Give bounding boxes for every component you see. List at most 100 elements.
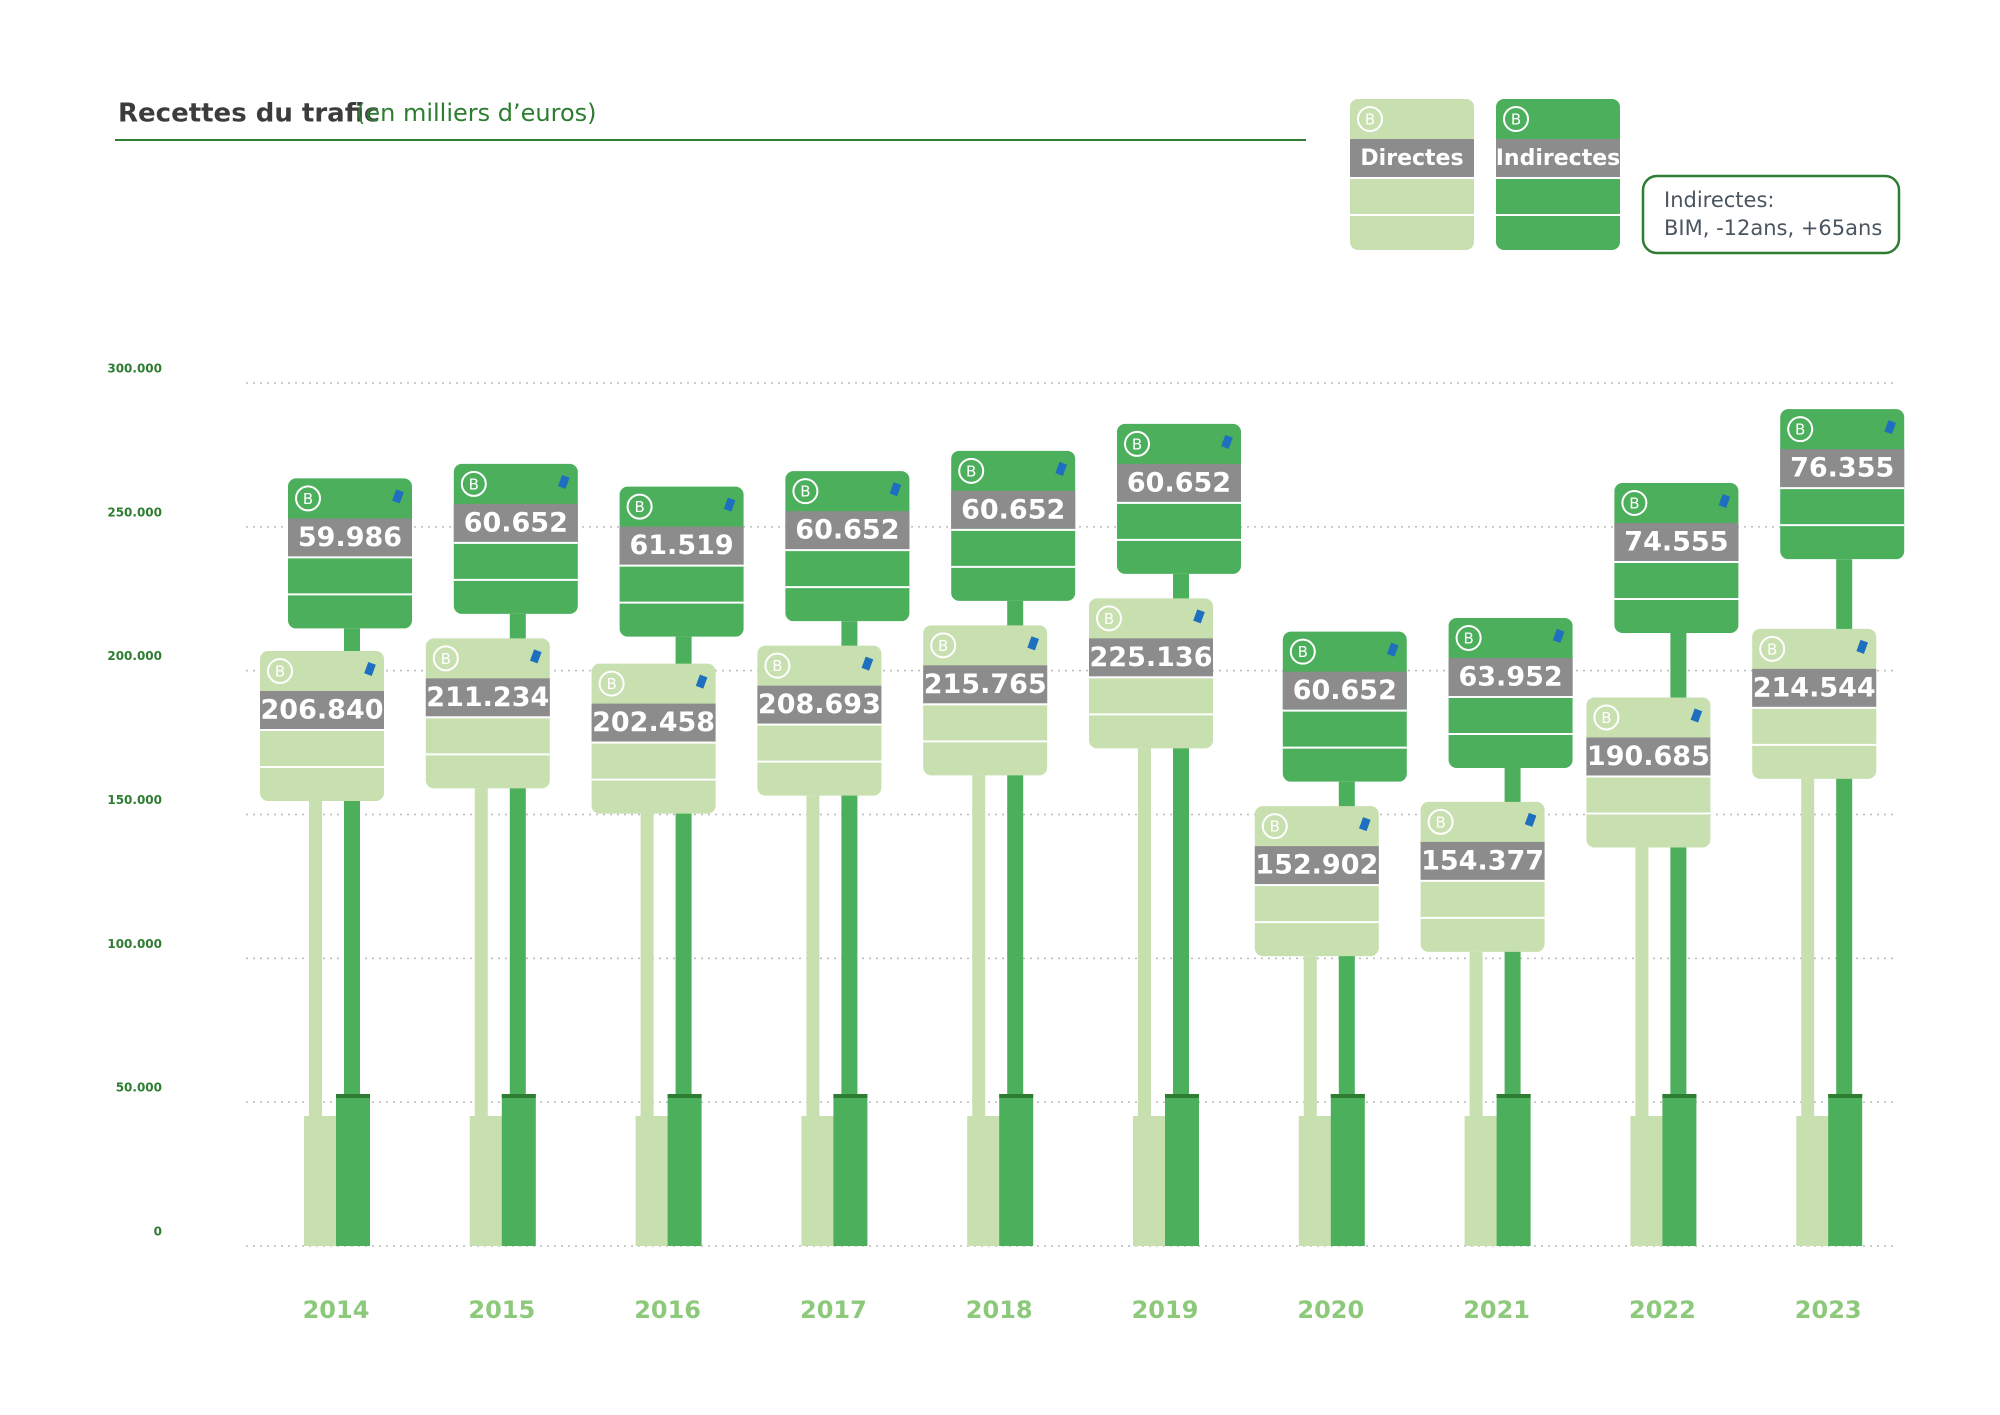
pole	[1303, 956, 1317, 1116]
sign-band	[1752, 668, 1877, 707]
sign-band	[1780, 449, 1905, 488]
pole	[1138, 748, 1151, 1116]
value-label: 63.952	[1458, 661, 1562, 692]
sign-band	[1254, 846, 1379, 885]
sign-icon	[1455, 624, 1482, 651]
sign-ticket	[557, 474, 570, 489]
sign-icon	[1787, 416, 1814, 443]
x-tick-label: 2014	[303, 1296, 370, 1324]
legend-label: Directes	[1360, 146, 1463, 171]
x-tick-label: 2020	[1297, 1296, 1364, 1324]
x-tick-label: 2017	[800, 1296, 867, 1324]
sign-icon	[460, 470, 487, 497]
sign-icon	[1124, 430, 1150, 457]
sign-ticket	[1386, 642, 1399, 657]
base-edge	[336, 1094, 370, 1098]
sign-ticket	[1358, 817, 1371, 832]
x-tick-label: 2015	[468, 1296, 535, 1324]
base	[833, 1094, 868, 1246]
x-tick-label: 2019	[1132, 1296, 1199, 1324]
sign-icon	[792, 478, 819, 505]
x-tick-label: 2021	[1463, 1296, 1530, 1324]
sign-ticket	[1524, 812, 1537, 827]
sign-icon-letter: B	[1511, 111, 1521, 129]
sign-icon	[598, 670, 625, 697]
pole	[640, 813, 654, 1116]
base	[801, 1116, 838, 1246]
sign-icon-letter: B	[303, 490, 313, 508]
sign-icon-letter: B	[1270, 818, 1280, 836]
chart-subtitle: (en milliers d’euros)	[356, 99, 597, 127]
base	[501, 1094, 536, 1246]
sign-icon	[1289, 638, 1316, 665]
base-edge	[501, 1094, 536, 1098]
value-label: 211.234	[426, 682, 549, 713]
sign-icon	[1503, 106, 1529, 132]
base-edge	[1828, 1094, 1863, 1098]
y-tick-label: 50.000	[116, 1081, 162, 1095]
x-tick-label: 2023	[1795, 1296, 1862, 1324]
sign-ticket	[1552, 628, 1565, 643]
sign-icon	[958, 457, 985, 484]
sign-ticket	[392, 489, 404, 504]
value-label: 190.685	[1587, 741, 1710, 772]
sign-ticket	[695, 674, 708, 689]
base	[1133, 1116, 1169, 1246]
sign-band	[1089, 638, 1213, 677]
sign-icon-letter: B	[966, 462, 976, 480]
base	[1464, 1116, 1501, 1246]
x-tick-label: 2018	[966, 1296, 1033, 1324]
y-tick-label: 250.000	[107, 505, 162, 519]
y-tick-label: 150.000	[107, 793, 162, 807]
base-edge	[1496, 1094, 1531, 1098]
sign-icon	[1759, 635, 1786, 662]
sign-ticket	[1690, 708, 1703, 723]
sign-band	[1420, 841, 1545, 880]
sign-icon-letter: B	[1601, 709, 1611, 727]
base-edge	[1330, 1094, 1365, 1098]
note-box	[1641, 174, 1901, 255]
value-label: 61.519	[629, 530, 733, 561]
sign-ticket	[1193, 609, 1205, 624]
chart-title: Recettes du trafic	[118, 99, 379, 129]
sign-icon	[1261, 813, 1288, 840]
base	[304, 1116, 340, 1246]
sign-band	[1496, 139, 1620, 177]
sign-band	[260, 690, 384, 729]
base	[1630, 1116, 1667, 1246]
sign-band	[619, 526, 744, 565]
value-label: 76.355	[1790, 453, 1894, 484]
base	[667, 1094, 702, 1246]
base-edge	[833, 1094, 868, 1098]
note-line: BIM, -12ans, +65ans	[1664, 216, 1882, 240]
value-label: 60.652	[795, 515, 899, 546]
base	[1165, 1094, 1199, 1246]
sign-band	[1282, 671, 1407, 710]
sign-icon-letter: B	[1463, 629, 1473, 647]
base	[336, 1094, 370, 1246]
sign-icon-letter: B	[1298, 643, 1308, 661]
pole	[474, 788, 488, 1116]
value-label: 59.986	[298, 522, 402, 553]
sign-icon-letter: B	[275, 662, 285, 680]
value-label: 202.458	[592, 707, 715, 738]
y-tick-label: 0	[154, 1225, 162, 1239]
pole	[309, 800, 322, 1116]
pole	[806, 795, 820, 1116]
sign-icon-letter: B	[469, 475, 479, 493]
sign-band	[757, 685, 882, 724]
y-tick-label: 300.000	[107, 362, 162, 376]
base-edge	[667, 1094, 702, 1098]
sign-ticket	[1884, 420, 1897, 435]
base-edge	[1662, 1094, 1697, 1098]
sign-band	[1117, 463, 1241, 502]
sign-icon-letter: B	[772, 657, 782, 675]
base	[967, 1116, 1004, 1246]
sign-band	[425, 678, 550, 717]
sign-icon-letter: B	[1104, 610, 1114, 628]
sign-band	[1614, 522, 1739, 561]
base-edge	[999, 1094, 1034, 1098]
sign-band	[453, 503, 578, 542]
pole	[1469, 951, 1483, 1116]
